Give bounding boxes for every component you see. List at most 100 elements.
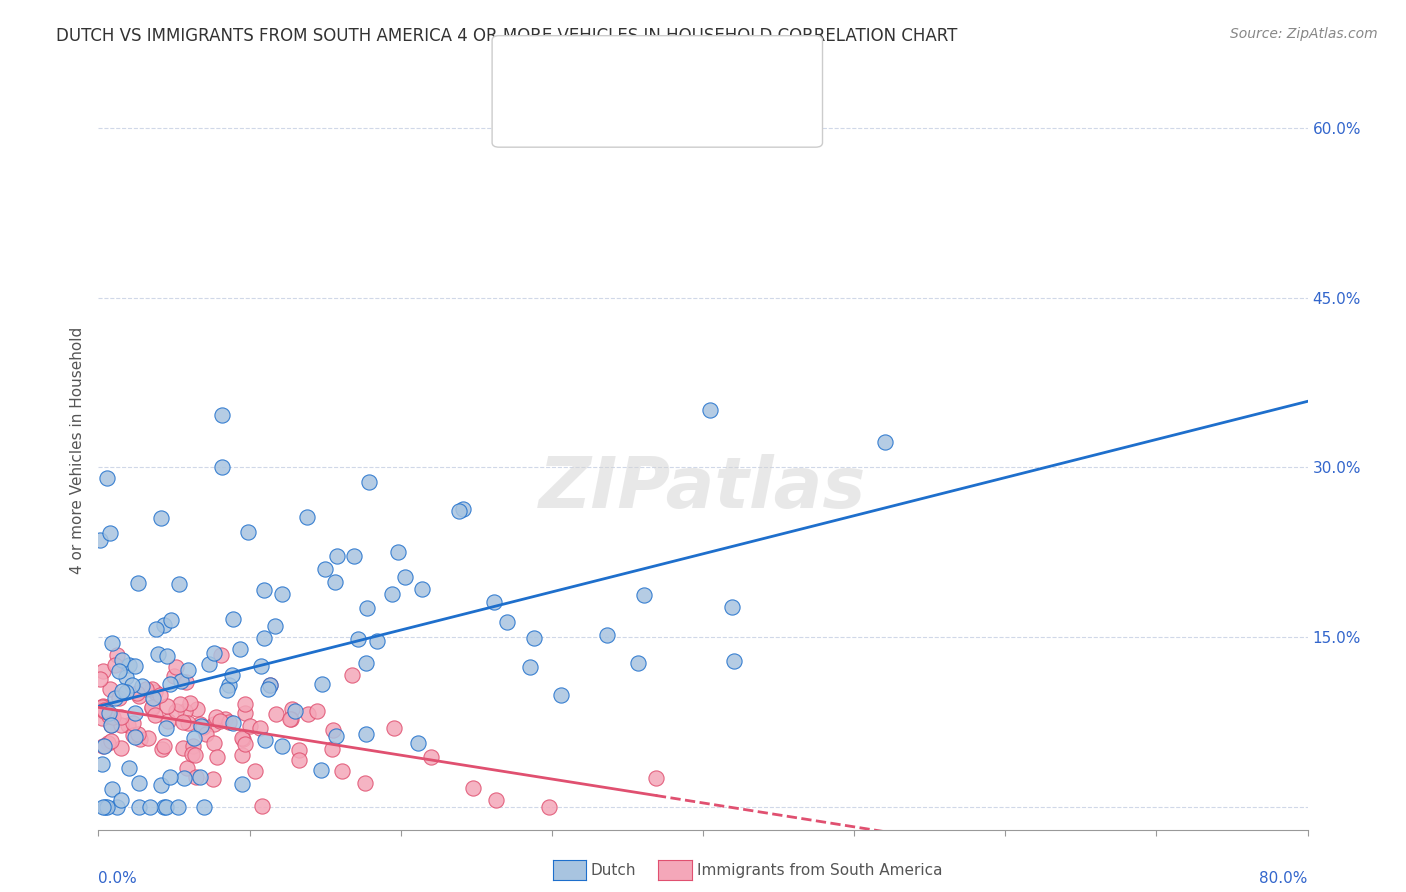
Point — [191, 720, 214, 734]
Point — [155, 800, 177, 814]
Point — [129, 731, 152, 746]
Point — [156, 649, 179, 664]
Text: N =: N = — [657, 103, 686, 117]
Point — [354, 657, 377, 671]
Point — [519, 659, 541, 673]
Point — [89, 672, 111, 686]
Point — [159, 770, 181, 784]
Point — [217, 683, 239, 698]
Point — [236, 524, 259, 539]
Point — [633, 588, 655, 602]
Point — [105, 800, 128, 814]
Point — [332, 764, 354, 778]
Point — [297, 510, 319, 524]
Text: -0.427: -0.427 — [593, 103, 648, 117]
Point — [496, 615, 519, 630]
Point — [209, 714, 232, 729]
Point — [118, 657, 141, 672]
Point — [98, 526, 121, 541]
Text: N =: N = — [647, 62, 676, 76]
Point — [100, 718, 122, 732]
Point — [153, 618, 176, 632]
Point — [235, 737, 257, 751]
Point — [101, 636, 124, 650]
Point — [366, 633, 388, 648]
Point — [91, 664, 114, 678]
Point — [357, 475, 380, 489]
Point — [181, 739, 204, 753]
Point — [193, 800, 215, 814]
Point — [340, 668, 363, 682]
Point — [394, 570, 416, 584]
Point — [170, 673, 193, 688]
Point — [186, 770, 208, 784]
Point — [127, 575, 149, 590]
Point — [173, 771, 195, 785]
Point — [128, 690, 150, 704]
Point — [93, 703, 115, 717]
Point — [136, 731, 159, 745]
Point — [110, 683, 132, 698]
Point — [155, 721, 177, 735]
Point — [253, 632, 276, 646]
Point — [172, 741, 194, 756]
Point — [259, 678, 281, 692]
Point — [131, 679, 153, 693]
Point — [181, 747, 204, 761]
Point — [221, 668, 243, 682]
Point — [627, 656, 650, 670]
Point — [115, 685, 138, 699]
Text: Immigrants from South America: Immigrants from South America — [697, 863, 943, 878]
Point — [484, 595, 506, 609]
Point — [202, 736, 225, 750]
Point — [91, 800, 114, 814]
Point — [202, 717, 225, 731]
Point — [167, 577, 190, 591]
Point — [229, 642, 252, 657]
Point — [148, 647, 170, 661]
Point — [122, 728, 145, 742]
Text: 108: 108 — [682, 62, 714, 76]
Point — [103, 710, 125, 724]
Point — [149, 688, 172, 702]
Point — [207, 749, 229, 764]
Point — [280, 712, 302, 726]
Point — [108, 664, 131, 678]
Point — [165, 704, 187, 718]
Point — [176, 761, 198, 775]
Point — [110, 793, 132, 807]
Point — [93, 739, 115, 753]
Point — [323, 575, 346, 590]
Point — [218, 678, 240, 692]
Point — [198, 657, 221, 671]
Point — [271, 587, 294, 601]
Point — [381, 587, 404, 601]
Point — [157, 714, 180, 729]
Point — [721, 600, 744, 615]
Point — [222, 715, 245, 730]
Text: ZIPatlas: ZIPatlas — [540, 454, 866, 523]
Point — [250, 799, 273, 814]
Point — [100, 734, 122, 748]
Point — [172, 715, 194, 730]
Text: R =: R = — [558, 103, 586, 117]
Point — [205, 710, 228, 724]
Point — [127, 727, 149, 741]
Point — [309, 764, 332, 778]
Point — [288, 753, 311, 767]
Point — [343, 549, 366, 563]
Point — [485, 792, 508, 806]
Text: Source: ZipAtlas.com: Source: ZipAtlas.com — [1230, 27, 1378, 41]
Text: 0.0%: 0.0% — [98, 871, 138, 887]
Point — [169, 697, 191, 711]
Point — [387, 545, 409, 559]
Point — [221, 612, 243, 626]
Point — [143, 708, 166, 723]
Point — [104, 658, 127, 673]
Point — [288, 743, 311, 757]
Point — [145, 622, 167, 636]
Point — [128, 776, 150, 790]
Point — [145, 685, 167, 699]
Point — [201, 772, 224, 786]
Point — [90, 700, 112, 714]
